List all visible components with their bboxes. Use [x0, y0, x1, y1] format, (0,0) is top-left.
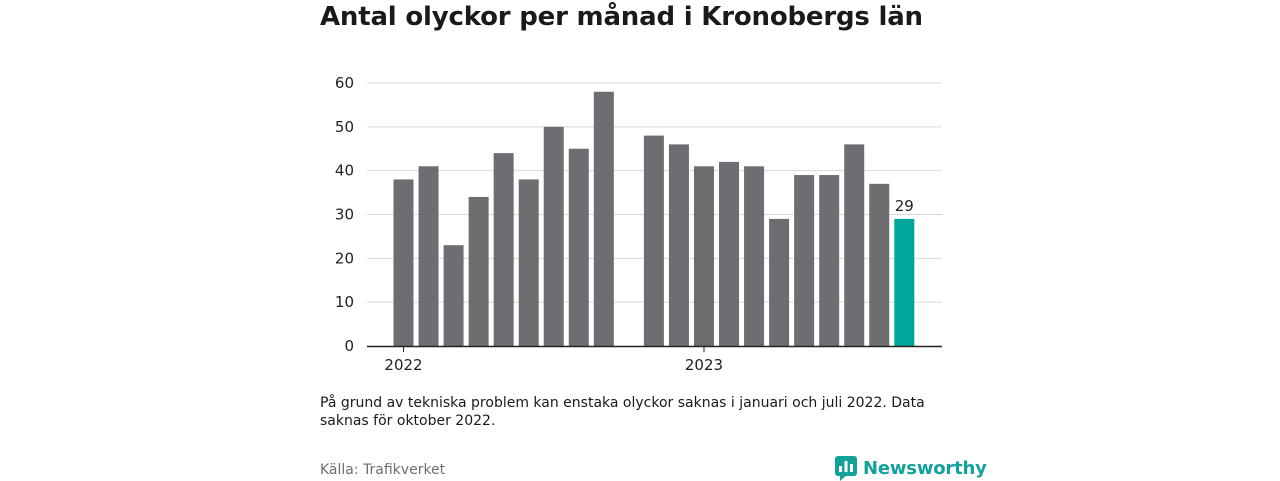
bar	[443, 245, 464, 346]
y-axis-ticks: 0 10 20 30 40 50 60	[335, 74, 354, 355]
x-tick-label: 2023	[685, 356, 723, 374]
newsworthy-logo-icon	[835, 455, 857, 481]
bar	[819, 175, 840, 346]
bar	[794, 175, 815, 346]
bar	[543, 126, 564, 346]
y-tick-label: 0	[344, 337, 354, 355]
bar	[769, 218, 790, 346]
bar	[844, 144, 865, 346]
bar	[643, 135, 664, 346]
y-tick-label: 60	[335, 74, 354, 92]
newsworthy-logo-text: Newsworthy	[863, 457, 987, 479]
bar	[719, 161, 740, 346]
chart-source: Källa: Trafikverket	[320, 462, 446, 478]
y-tick-label: 50	[335, 118, 354, 136]
bar-highlight	[894, 218, 915, 346]
chart-footnote: På grund av tekniska problem kan enstaka…	[320, 395, 925, 429]
bar	[744, 166, 765, 346]
bar	[869, 183, 890, 346]
bar	[693, 166, 714, 346]
bar	[668, 144, 689, 346]
y-tick-label: 20	[335, 249, 354, 267]
bars: 29	[393, 91, 915, 346]
bar	[393, 179, 414, 346]
bar	[468, 196, 489, 346]
bar	[493, 153, 514, 346]
bar	[518, 179, 539, 346]
bar	[593, 91, 614, 346]
x-tick-label: 2022	[384, 356, 422, 374]
bar	[568, 148, 589, 346]
x-axis-ticks: 2022 2023	[384, 346, 723, 374]
bar-chart: 0 10 20 30 40 50 60 29 2022 2023	[335, 74, 942, 374]
newsworthy-logo: Newsworthy	[835, 455, 987, 481]
y-tick-label: 40	[335, 162, 354, 180]
bar	[418, 166, 439, 346]
chart-title: Antal olyckor per månad i Kronobergs län	[320, 2, 923, 32]
y-tick-label: 30	[335, 206, 354, 224]
y-tick-label: 10	[335, 293, 354, 311]
highlight-value-label: 29	[895, 197, 914, 215]
